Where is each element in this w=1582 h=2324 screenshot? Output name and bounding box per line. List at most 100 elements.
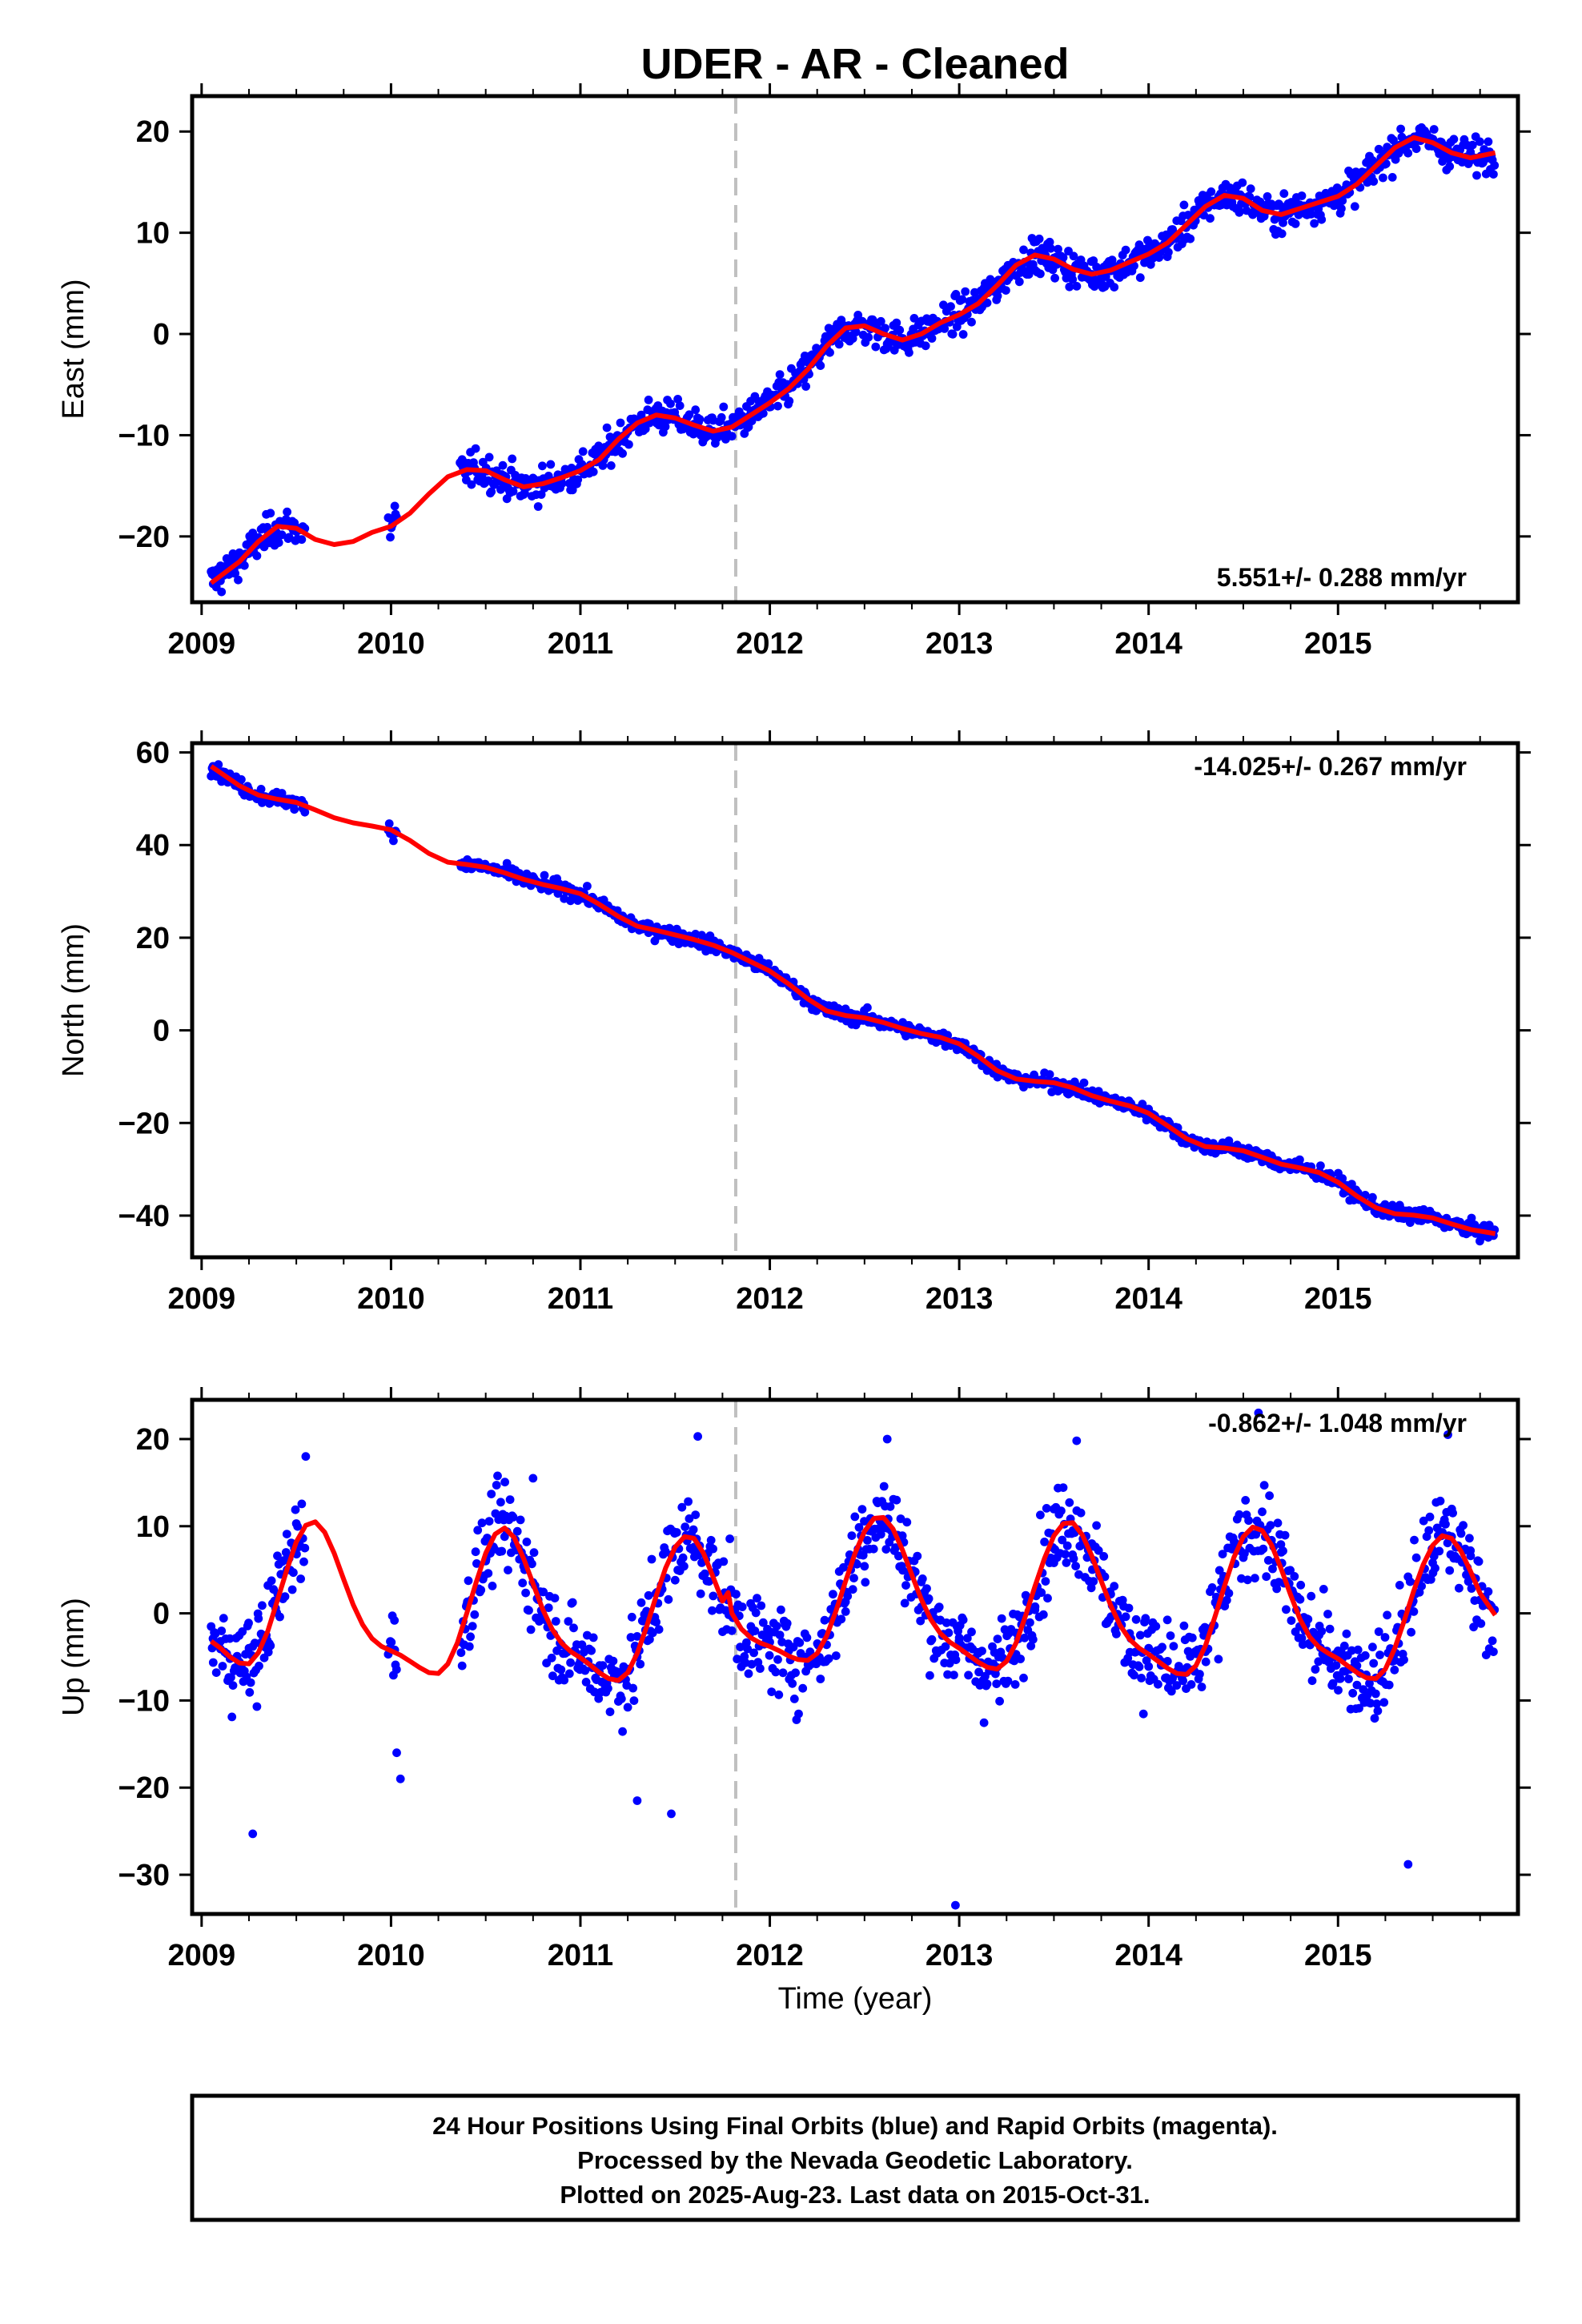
north-panel: 2009 2010 2011 2012 2013 2014 2015 60 40 20 0 −20 −4…: [57, 730, 1531, 1316]
east-data-point: [961, 287, 970, 296]
east-data-point: [719, 402, 729, 412]
north-data-point: [290, 805, 299, 814]
east-data-point: [602, 423, 612, 432]
up-data-point: [1151, 1622, 1161, 1631]
east-data-point: [921, 341, 930, 351]
up-data-point: [280, 1592, 290, 1601]
up-data-point: [1465, 1534, 1474, 1543]
east-data-point: [1369, 177, 1379, 186]
up-data-point: [1207, 1583, 1217, 1592]
up-x-tick-label: 2009: [168, 1939, 236, 1972]
up-data-point: [1268, 1564, 1277, 1574]
up-data-point: [749, 1648, 758, 1658]
up-data-point: [238, 1627, 247, 1636]
footer-line-3: Plotted on 2025-Aug-23. Last data on 201…: [560, 2181, 1150, 2209]
up-data-point: [299, 1557, 308, 1566]
up-data-point: [529, 1548, 539, 1558]
east-data-point: [616, 418, 625, 428]
east-data-point: [958, 295, 967, 304]
up-data-point: [1456, 1529, 1466, 1538]
up-data-point: [1328, 1679, 1338, 1688]
up-data-point: [1263, 1556, 1273, 1565]
figure-title: UDER - AR - Cleaned: [640, 40, 1069, 88]
up-data-point: [891, 1543, 900, 1552]
up-data-point: [1287, 1616, 1296, 1625]
up-x-tick-label: 2012: [736, 1939, 804, 1972]
up-data-point: [829, 1590, 837, 1599]
up-data-point: [1112, 1630, 1121, 1638]
up-data-point: [484, 1517, 494, 1526]
up-data-point: [1466, 1551, 1476, 1561]
up-data-point: [1195, 1670, 1204, 1679]
north-model-curve: [210, 764, 1496, 1236]
up-data-point: [1319, 1585, 1328, 1594]
east-data-point: [895, 325, 905, 335]
east-data-point: [1490, 161, 1500, 170]
east-data-point: [775, 370, 785, 379]
east-data-point: [578, 447, 588, 456]
north-data-point: [1467, 1213, 1476, 1223]
east-data-point: [1403, 148, 1413, 158]
up-data-point: [1169, 1642, 1178, 1651]
north-data-point: [583, 882, 592, 891]
up-data-point: [1360, 1651, 1370, 1660]
up-data-point: [1028, 1634, 1038, 1644]
up-data-point: [287, 1585, 297, 1594]
up-data-point: [1003, 1676, 1013, 1686]
up-data-point: [733, 1655, 742, 1664]
north-data-point: [764, 959, 773, 968]
east-data-point: [1389, 135, 1398, 145]
up-data-point: [1290, 1572, 1299, 1581]
up-data-point: [1339, 1641, 1349, 1651]
up-data-point: [1058, 1535, 1067, 1545]
up-data-point: [1041, 1577, 1050, 1586]
east-frame: [190, 94, 1520, 605]
east-data-point: [484, 452, 494, 462]
up-data-point: [492, 1481, 501, 1490]
east-data-point: [239, 561, 249, 570]
up-data-point: [802, 1633, 812, 1642]
east-data-point: [685, 410, 694, 420]
east-data-point: [1238, 178, 1247, 187]
east-data-point: [864, 332, 873, 342]
up-data-point: [291, 1505, 300, 1514]
up-data-point: [964, 1671, 973, 1680]
up-data-point: [392, 1748, 401, 1758]
up-data-point: [922, 1584, 931, 1593]
up-data-point: [926, 1671, 934, 1680]
up-data-point: [693, 1432, 702, 1441]
east-data-point: [1058, 253, 1068, 262]
up-y-axis-label: Up (mm): [57, 1598, 90, 1716]
up-data-point: [258, 1601, 267, 1610]
up-data-point: [967, 1627, 976, 1637]
up-data-point: [1144, 1662, 1154, 1671]
north-data-point: [1138, 1100, 1147, 1109]
east-y-tick-label: 0: [153, 318, 170, 352]
east-x-tick-label: 2014: [1114, 627, 1182, 661]
up-data-point: [652, 1618, 661, 1626]
up-data-point: [466, 1632, 475, 1642]
north-x-tick-label: 2010: [357, 1282, 425, 1316]
up-data-point: [681, 1522, 690, 1531]
up-data-point: [1251, 1574, 1259, 1583]
north-data-point: [1094, 1087, 1103, 1096]
east-data-point: [1263, 192, 1272, 201]
up-data-point: [273, 1551, 282, 1561]
up-x-tick-label: 2013: [926, 1939, 994, 1972]
up-data-point: [774, 1690, 784, 1699]
up-data-point: [1282, 1605, 1291, 1614]
up-data-point: [1273, 1518, 1283, 1528]
up-data-point: [1026, 1641, 1036, 1651]
up-data-point: [881, 1545, 891, 1554]
east-data-point: [208, 566, 218, 576]
east-data-point: [958, 330, 968, 339]
east-y-axis-label: East (mm): [57, 279, 90, 419]
up-data-point: [1426, 1574, 1435, 1584]
up-data-point: [1186, 1680, 1196, 1689]
up-data-point: [1371, 1689, 1380, 1699]
up-data-point: [1162, 1615, 1172, 1625]
north-x-tick-label: 2014: [1114, 1282, 1182, 1316]
up-data-point: [1019, 1673, 1028, 1683]
up-data-point: [528, 1559, 536, 1569]
up-data-point: [1390, 1665, 1399, 1675]
